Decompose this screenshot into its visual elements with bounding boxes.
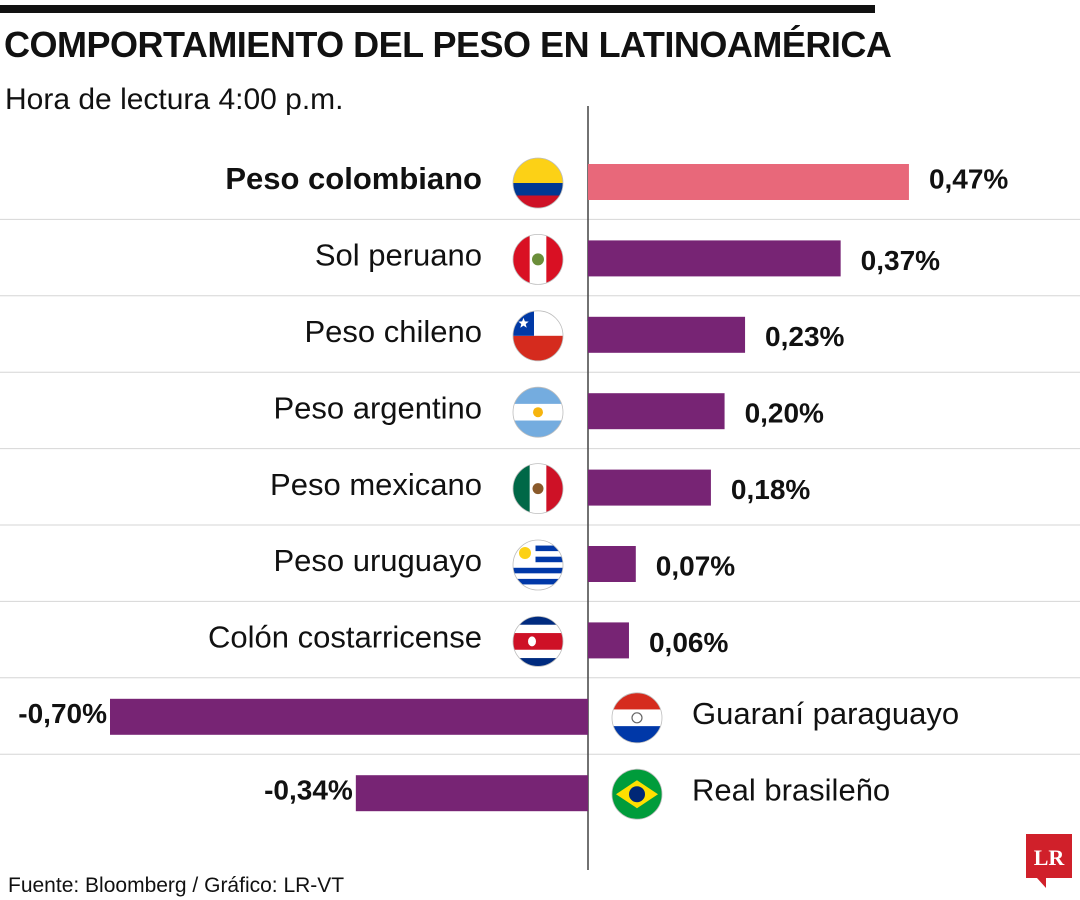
chart-subtitle: Hora de lectura 4:00 p.m.	[5, 83, 344, 116]
chart-row: Real brasileño -0,34%	[264, 768, 890, 820]
chart-row: Peso argentino 0,20%	[273, 386, 824, 438]
category-label: Peso colombiano	[225, 161, 482, 196]
value-label: 0,47%	[929, 163, 1008, 194]
category-label: Sol peruano	[315, 238, 482, 273]
bar	[588, 622, 629, 659]
peru-flag-icon	[513, 234, 563, 285]
logo-text: LR	[1034, 845, 1066, 870]
value-label: 0,37%	[861, 245, 940, 276]
top-rule	[0, 5, 875, 13]
chart-title: COMPORTAMIENTO DEL PESO EN LATINOAMÉRICA	[4, 24, 892, 65]
bar	[588, 240, 841, 277]
chart-row: Peso mexicano 0,18%	[270, 463, 810, 515]
chart-row: Peso chileno 0,23%	[304, 310, 845, 362]
chart-rows: Peso colombiano 0,47% Sol peruano 0,37% Peso…	[18, 157, 1008, 820]
chart-row: Guaraní paraguayo -0,70%	[18, 692, 959, 744]
chart-row: Sol peruano 0,37%	[315, 233, 940, 285]
chart-row: Peso colombiano 0,47%	[225, 157, 1008, 209]
value-label: 0,06%	[649, 627, 728, 658]
row-separators	[0, 218, 1080, 755]
chart-row: Colón costarricense 0,06%	[208, 616, 728, 667]
mexico-flag-icon	[513, 463, 563, 514]
brazil-flag-icon	[612, 769, 662, 820]
value-label: -0,70%	[18, 698, 107, 729]
value-label: -0,34%	[264, 775, 353, 806]
costa-rica-flag-icon	[513, 616, 563, 667]
value-label: 0,07%	[656, 550, 735, 581]
argentina-flag-icon	[513, 387, 563, 438]
bar	[588, 469, 711, 506]
category-label: Real brasileño	[692, 772, 890, 807]
bar	[355, 775, 588, 812]
category-label: Guaraní paraguayo	[692, 696, 959, 731]
bar	[588, 316, 746, 353]
bar	[588, 164, 909, 200]
bar	[588, 546, 636, 582]
category-label: Peso chileno	[304, 314, 482, 349]
lr-logo: LR	[1026, 834, 1072, 888]
paraguay-flag-icon	[612, 692, 662, 743]
source-note: Fuente: Bloomberg / Gráfico: LR-VT	[8, 874, 345, 897]
value-label: 0,18%	[731, 474, 810, 505]
category-label: Peso argentino	[273, 390, 482, 425]
bar	[588, 393, 725, 430]
category-label: Peso uruguayo	[273, 543, 482, 578]
uruguay-flag-icon	[513, 540, 563, 590]
value-label: 0,20%	[745, 398, 824, 429]
value-label: 0,23%	[765, 321, 844, 352]
category-label: Peso mexicano	[270, 467, 482, 502]
category-label: Colón costarricense	[208, 620, 482, 655]
chart-row: Peso uruguayo 0,07%	[273, 539, 735, 591]
bar	[110, 698, 588, 735]
